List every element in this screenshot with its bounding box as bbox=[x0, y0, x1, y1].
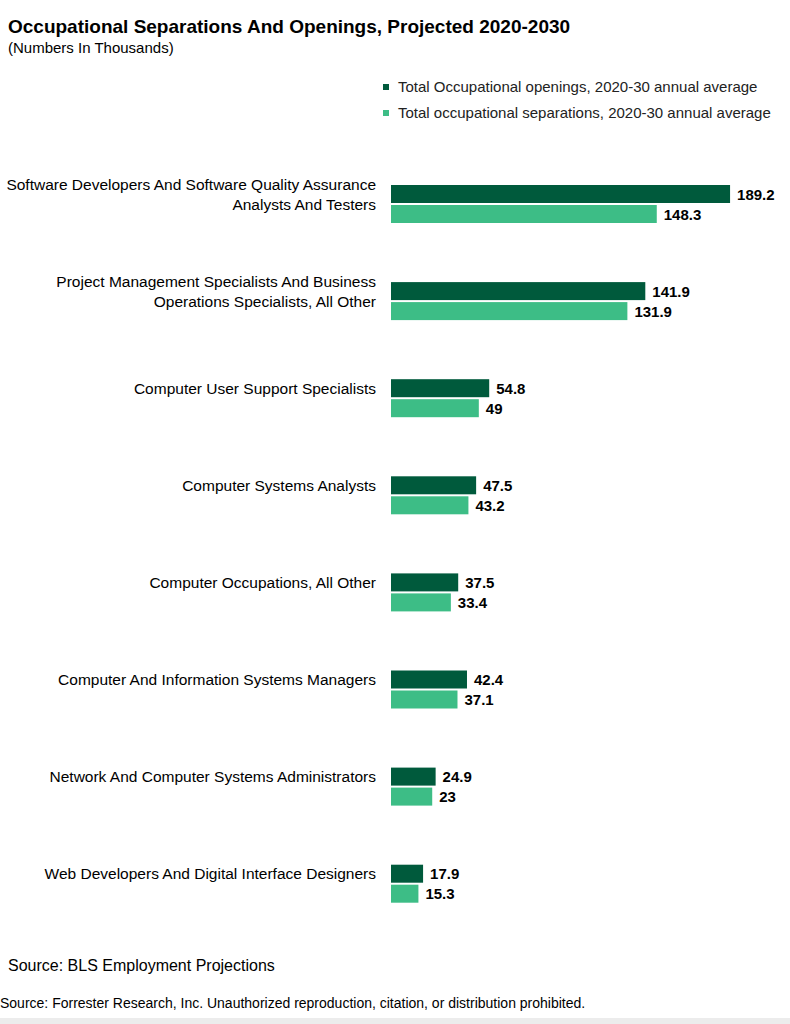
source-note: Source: Forrester Research, Inc. Unautho… bbox=[0, 995, 585, 1011]
footer-band bbox=[0, 1018, 790, 1024]
data-label: 54.8 bbox=[496, 380, 525, 397]
category-label: Network And Computer Systems Administrat… bbox=[50, 768, 377, 785]
data-label: 23 bbox=[439, 788, 456, 805]
data-label: 17.9 bbox=[430, 865, 459, 882]
data-label: 37.5 bbox=[465, 574, 494, 591]
legend-label: Total occupational separations, 2020-30 … bbox=[398, 104, 771, 121]
legend: Total Occupational openings, 2020-30 ann… bbox=[383, 78, 771, 121]
legend-swatch bbox=[383, 110, 389, 116]
category-label: Computer User Support Specialists bbox=[134, 380, 376, 397]
data-label: 131.9 bbox=[634, 303, 672, 320]
bar bbox=[391, 768, 436, 786]
data-label: 15.3 bbox=[425, 885, 454, 902]
bar bbox=[391, 379, 489, 397]
category-label: Project Management Specialists And Busin… bbox=[56, 273, 376, 310]
data-label: 43.2 bbox=[475, 497, 504, 514]
data-label: 49 bbox=[486, 400, 503, 417]
data-label: 189.2 bbox=[737, 186, 775, 203]
data-label: 42.4 bbox=[474, 671, 504, 688]
bar bbox=[391, 885, 418, 903]
bar bbox=[391, 865, 423, 883]
data-label: 37.1 bbox=[464, 691, 493, 708]
bar bbox=[391, 282, 645, 300]
bar bbox=[391, 476, 476, 494]
background bbox=[0, 0, 790, 1024]
bar bbox=[391, 205, 657, 223]
bars bbox=[391, 185, 730, 903]
bar bbox=[391, 691, 457, 709]
category-label: Computer And Information Systems Manager… bbox=[58, 671, 376, 688]
data-label: 47.5 bbox=[483, 477, 512, 494]
bar bbox=[391, 399, 479, 417]
data-label: 141.9 bbox=[652, 283, 690, 300]
legend-label: Total Occupational openings, 2020-30 ann… bbox=[398, 78, 757, 95]
legend-swatch bbox=[383, 84, 389, 90]
labels: 189.2 148.3 Software Developers And Softwa… bbox=[6, 176, 774, 903]
category-label: Computer Systems Analysts bbox=[182, 477, 376, 494]
bar bbox=[391, 573, 458, 591]
data-label: 24.9 bbox=[443, 768, 472, 785]
category-label: Web Developers And Digital Interface Des… bbox=[45, 865, 377, 882]
bar bbox=[391, 302, 627, 320]
category-label: Computer Occupations, All Other bbox=[149, 574, 376, 591]
subtitle: (Numbers In Thousands) bbox=[8, 39, 174, 56]
bar bbox=[391, 496, 468, 514]
chart-root: Occupational Separations And Openings, P… bbox=[0, 0, 790, 1024]
bar bbox=[391, 185, 730, 203]
category-label: Software Developers And Software Quality… bbox=[6, 176, 376, 213]
bar bbox=[391, 671, 467, 689]
data-label: 148.3 bbox=[664, 206, 702, 223]
title: Occupational Separations And Openings, P… bbox=[8, 16, 570, 37]
source-note: Source: BLS Employment Projections bbox=[8, 957, 275, 974]
data-label: 33.4 bbox=[458, 594, 488, 611]
bar bbox=[391, 788, 432, 806]
bar bbox=[391, 593, 451, 611]
